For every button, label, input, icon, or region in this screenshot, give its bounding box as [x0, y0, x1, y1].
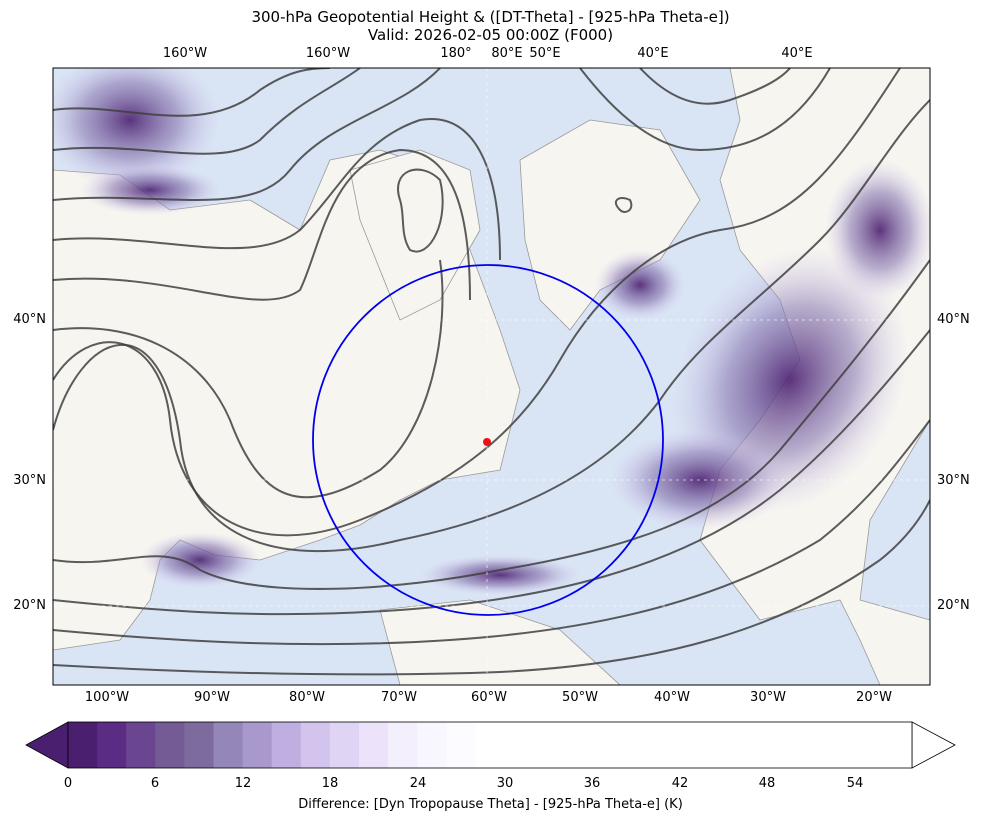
- colorbar-tick-12: 12: [234, 776, 252, 791]
- top-tick-3: 180°: [440, 46, 472, 61]
- colorbar-swatch: [388, 722, 418, 768]
- colorbar-swatch: [213, 722, 244, 768]
- bottom-tick-3: 80°W: [289, 690, 325, 705]
- bottom-tick-2: 90°W: [194, 690, 230, 705]
- colorbar-tick-36: 36: [583, 776, 601, 791]
- colorbar-tick-54: 54: [846, 776, 864, 791]
- land-south-america: [379, 599, 621, 685]
- bottom-tick-6: 50°W: [562, 690, 598, 705]
- colorbar-tick-30: 30: [496, 776, 514, 791]
- height-contours: [53, 68, 930, 676]
- left-tick-1: 40°N: [13, 312, 46, 327]
- colorbar-swatch: [446, 722, 476, 768]
- bottom-tick-8: 30°W: [750, 690, 786, 705]
- right-tick-2: 30°N: [937, 473, 970, 488]
- plot-title-line2: Valid: 2026-02-05 00:00Z (F000): [367, 26, 614, 44]
- top-tick-5: 50°E: [529, 46, 561, 61]
- colorbar-swatch: [242, 722, 273, 768]
- analysis-radius-circle: [312, 264, 664, 616]
- colorbar-swatch: [97, 722, 127, 768]
- top-tick-6: 40°E: [637, 46, 669, 61]
- colorbar-swatch: [155, 722, 185, 768]
- bottom-tick-4: 70°W: [381, 690, 417, 705]
- bottom-tick-7: 40°W: [654, 690, 690, 705]
- colorbar-tick-18: 18: [321, 776, 339, 791]
- top-tick-1: 160°W: [162, 46, 208, 61]
- bottom-tick-1: 100°W: [84, 690, 130, 705]
- colorbar-swatch: [184, 722, 214, 768]
- colorbar-outline: [67, 721, 913, 769]
- colorbar-swatch: [417, 722, 447, 768]
- colorbar-extend-low: [25, 721, 69, 769]
- left-tick-3: 20°N: [13, 598, 46, 613]
- colorbar-tick-42: 42: [671, 776, 689, 791]
- land-arctic-islands: [349, 149, 481, 321]
- plot-title-line1: 300-hPa Geopotential Height & ([DT-Theta…: [251, 8, 730, 26]
- right-tick-1: 40°N: [937, 312, 970, 327]
- center-point-marker: [483, 438, 491, 446]
- colorbar-tick-6: 6: [150, 776, 160, 791]
- colorbar-swatch: [68, 722, 98, 768]
- colorbar-extend-high: [911, 721, 956, 769]
- colorbar-swatch: [329, 722, 360, 768]
- map-border: [52, 67, 931, 686]
- top-tick-7: 40°E: [781, 46, 813, 61]
- top-tick-2: 160°W: [305, 46, 351, 61]
- bottom-tick-9: 20°W: [856, 690, 892, 705]
- colorbar-tick-0: 0: [63, 776, 73, 791]
- colorbar-swatch: [359, 722, 389, 768]
- map-area: [53, 68, 930, 685]
- bottom-tick-5: 60°W: [471, 690, 507, 705]
- colorbar-swatch: [271, 722, 302, 768]
- right-tick-3: 20°N: [937, 598, 970, 613]
- colorbar-tick-24: 24: [409, 776, 427, 791]
- colorbar-swatch: [126, 722, 156, 768]
- colorbar-label: Difference: [Dyn Tropopause Theta] - [92…: [298, 797, 683, 812]
- left-tick-2: 30°N: [13, 473, 46, 488]
- colorbar-swatch: [300, 722, 331, 768]
- colorbar: [25, 721, 956, 769]
- difference-shading: [53, 68, 930, 595]
- top-tick-4: 80°E: [491, 46, 523, 61]
- graticule: [53, 68, 930, 685]
- colorbar-tick-48: 48: [758, 776, 776, 791]
